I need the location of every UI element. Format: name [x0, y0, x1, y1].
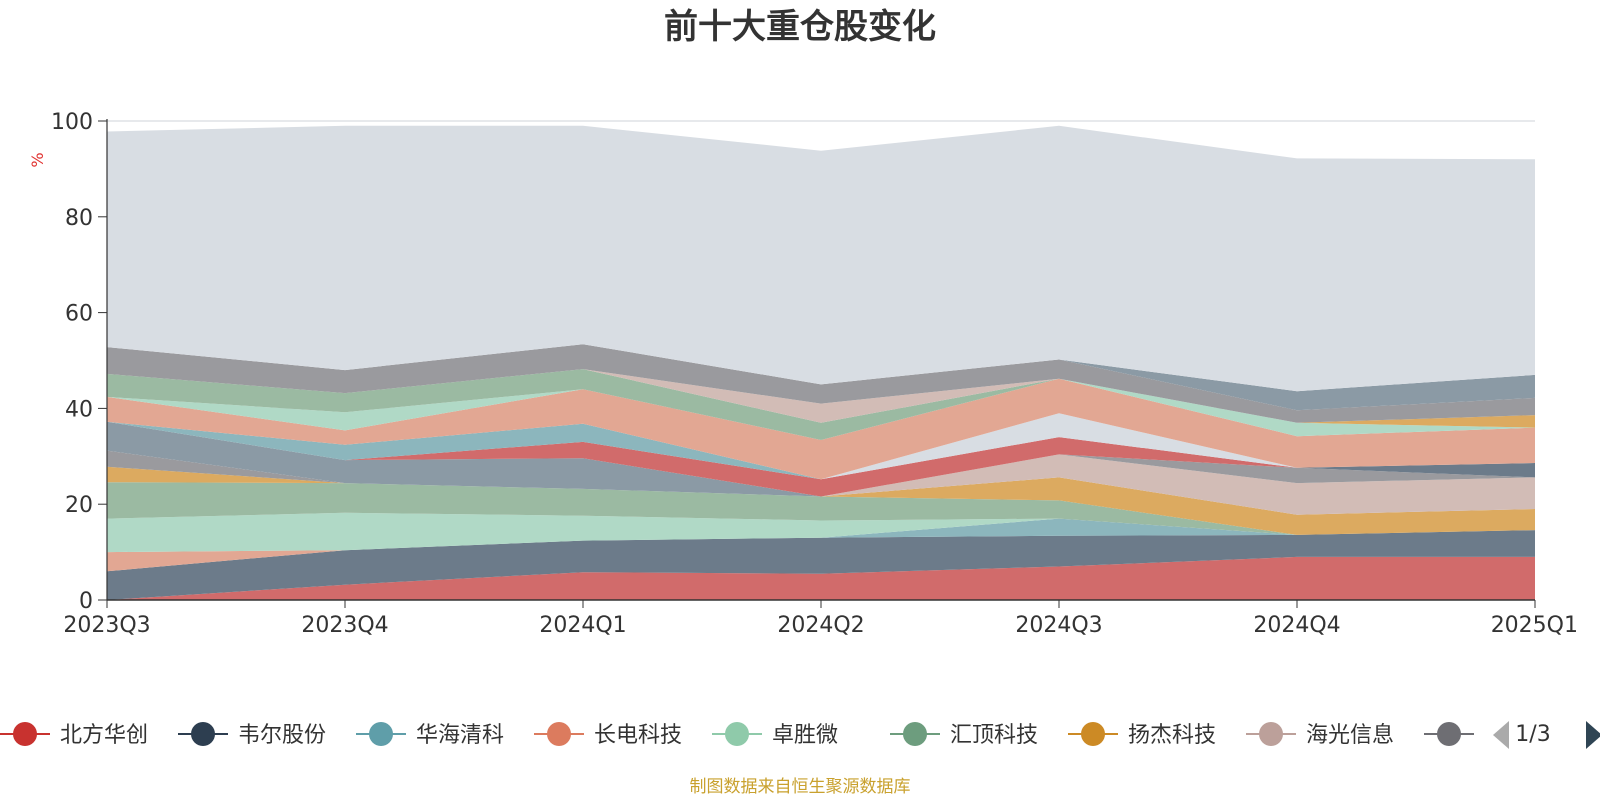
legend-marker-icon	[547, 722, 571, 746]
x-tick-label: 2024Q1	[539, 613, 626, 638]
x-tick-label: 2024Q2	[777, 613, 864, 638]
legend-next-arrow-icon[interactable]	[1586, 721, 1600, 749]
y-tick-label: 100	[51, 110, 93, 135]
legend-label: 长电科技	[594, 723, 682, 748]
legend-marker-icon	[1081, 722, 1105, 746]
legend-item[interactable]: 华海清科	[356, 722, 504, 748]
legend-label: 海光信息	[1306, 723, 1394, 748]
legend-item[interactable]: 汇顶科技	[890, 722, 1038, 748]
x-tick-label: 2023Q4	[301, 613, 388, 638]
legend-item[interactable]: 长电科技	[534, 722, 682, 748]
y-tick-label: 40	[65, 397, 93, 422]
area-series-22	[107, 125, 1535, 392]
area-series-19	[107, 369, 1535, 423]
area-series-10	[107, 421, 1535, 497]
x-tick-label: 2023Q3	[63, 613, 150, 638]
legend-marker-icon	[369, 722, 393, 746]
area-series-8	[107, 454, 1535, 515]
x-tick-label: 2024Q3	[1015, 613, 1102, 638]
legend-marker-icon	[1437, 722, 1461, 746]
source-note: 制图数据来自恒生聚源数据库	[690, 777, 911, 797]
legend-marker-icon	[1259, 722, 1283, 746]
area-series-2	[107, 530, 1535, 600]
x-tick-label: 2025Q1	[1491, 613, 1578, 638]
legend-item[interactable]: 海光信息	[1246, 722, 1394, 748]
legend-marker-icon	[13, 722, 37, 746]
y-axis-unit: %	[28, 152, 47, 167]
legend-label: 韦尔股份	[238, 723, 326, 748]
legend-item[interactable]: 韦尔股份	[178, 722, 326, 748]
area-series-18	[107, 369, 1535, 428]
legend-marker-icon	[191, 722, 215, 746]
area-series-9	[107, 450, 1535, 497]
area-series-15	[107, 378, 1535, 480]
area-series-5	[107, 512, 1535, 553]
area-series-20	[107, 344, 1535, 423]
area-series-7	[107, 466, 1535, 535]
legend-label: 扬杰科技	[1128, 723, 1216, 748]
area-series-6	[107, 482, 1535, 535]
legend-item[interactable]: 卓胜微	[712, 722, 838, 748]
area-series-16	[107, 378, 1535, 440]
legend-marker-icon	[903, 722, 927, 746]
x-tick-label: 2024Q4	[1253, 613, 1340, 638]
legend-label: 汇顶科技	[950, 723, 1038, 748]
axes: 0 20 40 60 80 100 2023Q3 2023Q4 2024Q1 2024Q2 2024…	[51, 110, 1578, 638]
legend-item[interactable]: 北方华创	[0, 722, 148, 748]
legend-prev-arrow-icon[interactable]	[1493, 721, 1509, 749]
area-series-21	[107, 344, 1535, 411]
legend-item[interactable]: 扬杰科技	[1068, 722, 1216, 748]
stacked-areas	[107, 125, 1535, 600]
legend-label: 华海清科	[416, 723, 504, 748]
legend-label: 北方华创	[60, 723, 148, 748]
area-series-1	[107, 556, 1535, 600]
area-series-17	[107, 369, 1535, 440]
y-tick-label: 60	[65, 302, 93, 327]
legend-page-indicator: 1/3	[1515, 722, 1550, 747]
legend-marker-icon	[725, 722, 749, 746]
area-series-3	[107, 518, 1535, 572]
y-tick-label: 20	[65, 493, 93, 518]
chart-title: 前十大重仓股变化	[664, 7, 936, 47]
y-tick-label: 0	[79, 589, 93, 614]
y-tick-label: 80	[65, 206, 93, 231]
area-series-11	[107, 421, 1535, 497]
legend: 华润微海光信息扬杰科技汇顶科技卓胜微长电科技华海清科韦尔股份北方华创 1/3	[0, 712, 1600, 756]
legend-label: 卓胜微	[772, 723, 838, 748]
area-series-14	[107, 413, 1535, 480]
